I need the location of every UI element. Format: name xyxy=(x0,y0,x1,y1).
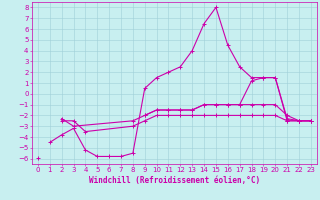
X-axis label: Windchill (Refroidissement éolien,°C): Windchill (Refroidissement éolien,°C) xyxy=(89,176,260,185)
